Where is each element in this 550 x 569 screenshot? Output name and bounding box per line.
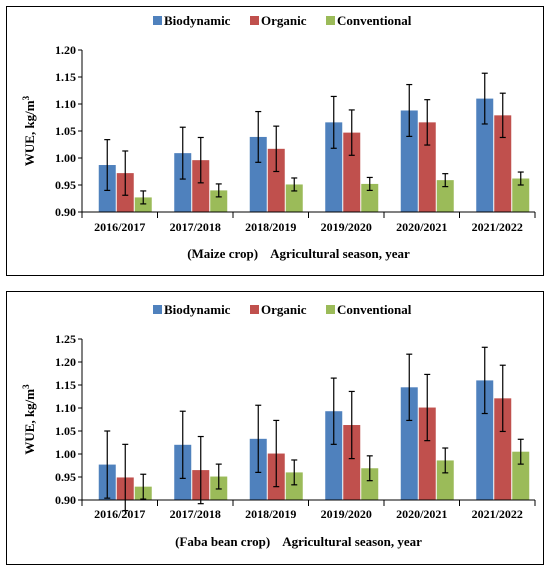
y-tick-label: 1.05 [55,424,76,438]
bar-biodynamic-5 [476,98,494,212]
x-tick-label: 2021/2022 [472,507,523,521]
x-axis-title: (Faba bean crop) Agricultural season, yea… [175,534,422,549]
bar-conventional-5 [512,451,530,500]
bar-organic-4 [418,407,436,500]
x-tick-label: 2018/2019 [245,507,296,521]
y-axis-title: WUE, kg/m3 [21,384,37,455]
y-tick-label: 0.90 [55,493,76,507]
bar-biodynamic-5 [476,380,494,500]
bar-conventional-2 [285,472,303,500]
legend-swatch-conventional [326,305,335,314]
y-tick-label: 1.20 [55,43,76,57]
maize-wue-chart: Biodynamic Organic Conventional 0.90 0.95 1.0… [21,13,536,261]
x-axis-title-text: Agricultural season, year [282,534,422,549]
bar-biodynamic-4 [400,387,418,500]
x-axis-title: (Maize crop) Agricultural season, year [187,246,410,261]
bar-conventional-3 [361,183,379,212]
y-tick-label: 0.95 [55,470,76,484]
x-tick-label: 2017/2018 [170,507,221,521]
x-tick-label: 2020/2021 [396,507,447,521]
y-tick-label: 1.20 [55,355,76,369]
y-axis-title: WUE, kg/m3 [21,95,37,166]
legend-swatch-organic [250,16,259,25]
y-axis-title-superscript: 3 [21,384,31,389]
y-axis-title-text: WUE, kg/m [22,100,37,166]
x-tick-label: 2016/2017 [94,220,145,234]
y-tick-label: 1.00 [55,151,76,165]
bar-organic-1 [192,160,210,212]
x-tick-label: 2018/2019 [245,220,296,234]
y-tick-label: 0.95 [55,178,76,192]
legend-swatch-biodynamic [153,16,162,25]
crop-note: (Faba bean crop) [175,534,270,549]
bar-organic-5 [494,398,512,500]
y-tick-label: 1.05 [55,124,76,138]
legend-label-conventional: Conventional [337,13,412,28]
y-tick-label: 1.15 [55,70,76,84]
faba-bean-wue-chart: Biodynamic Organic Conventional 0.90 0.95 1.0… [21,302,536,549]
x-axis-title-text: Agricultural season, year [270,246,410,261]
x-tick-label: 2016/2017 [94,507,145,521]
bar-organic-3 [343,132,361,212]
y-tick-label: 0.90 [55,205,76,219]
bar-conventional-1 [210,190,228,212]
y-tick-label: 1.15 [55,378,76,392]
bar-biodynamic-1 [174,153,192,212]
x-tick-label: 2021/2022 [472,220,523,234]
legend-label-organic: Organic [261,13,307,28]
y-axis-title-superscript: 3 [21,95,31,100]
bar-organic-4 [418,122,436,212]
maize-chart-panel: Biodynamic Organic Conventional 0.90 0.95 1.0… [6,6,544,276]
x-tick-label: 2020/2021 [396,220,447,234]
y-tick-label: 1.25 [55,332,76,346]
bar-conventional-4 [436,180,454,212]
crop-note: (Maize crop) [187,246,258,261]
bar-biodynamic-3 [325,122,343,212]
legend-swatch-organic [250,305,259,314]
bar-organic-2 [267,148,285,212]
bar-conventional-0 [134,197,152,212]
y-tick-label: 1.10 [55,401,76,415]
legend-swatch-conventional [326,16,335,25]
bar-conventional-4 [436,460,454,500]
legend-label-conventional: Conventional [337,302,412,317]
legend-label-biodynamic: Biodynamic [164,13,231,28]
bar-biodynamic-4 [400,110,418,212]
y-tick-label: 1.00 [55,447,76,461]
faba-bean-chart-panel: Biodynamic Organic Conventional 0.90 0.95 1.0… [6,291,544,565]
legend-label-organic: Organic [261,302,307,317]
y-tick-label: 1.10 [55,97,76,111]
bar-conventional-3 [361,468,379,500]
legend: Biodynamic Organic Conventional [153,302,412,317]
x-tick-label: 2019/2020 [321,507,372,521]
legend-swatch-biodynamic [153,305,162,314]
y-axis-title-text: WUE, kg/m [22,389,37,455]
x-tick-label: 2019/2020 [321,220,372,234]
x-tick-label: 2017/2018 [170,220,221,234]
bar-conventional-5 [512,178,530,212]
legend-label-biodynamic: Biodynamic [164,302,231,317]
legend: Biodynamic Organic Conventional [153,13,412,28]
bar-biodynamic-3 [325,411,343,500]
bar-conventional-2 [285,184,303,212]
bar-biodynamic-2 [249,136,267,212]
bar-organic-3 [343,425,361,500]
bar-organic-5 [494,115,512,212]
